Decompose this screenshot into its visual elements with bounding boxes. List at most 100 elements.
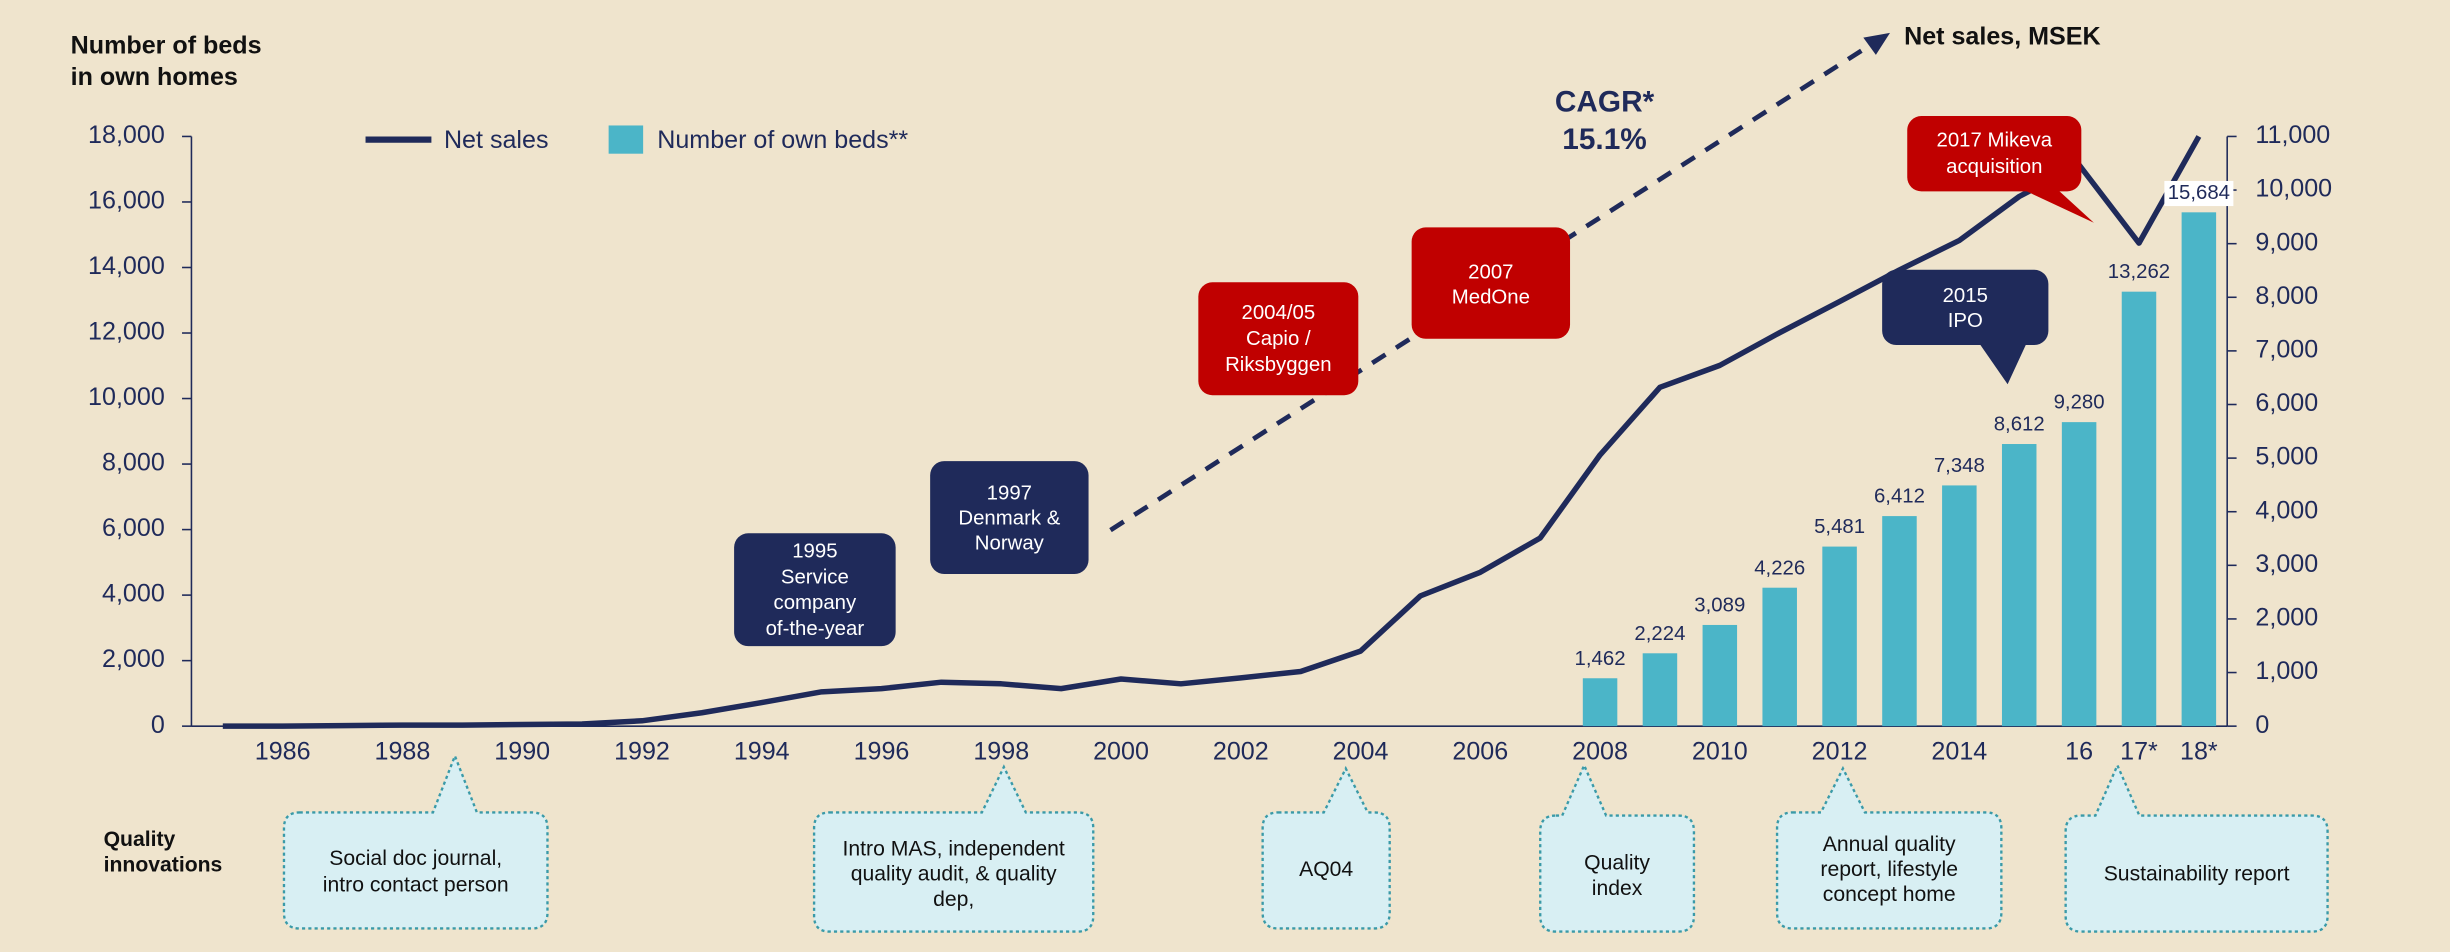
x-tick-label: 1992 (614, 737, 670, 765)
x-tick-label: 2014 (1931, 737, 1987, 765)
value-label: 9,280 (2054, 392, 2105, 414)
callout-text: MedOne (1452, 286, 1530, 308)
x-tick-label: 2010 (1692, 737, 1748, 765)
callout-text: 2004/05 (1241, 302, 1315, 324)
y-tick-label: 0 (151, 711, 165, 739)
callout-text: of-the-year (766, 618, 865, 640)
callout-text: 2007 (1468, 261, 1513, 283)
cagr-arrow (1863, 32, 1890, 55)
y-tick-label: 2,000 (102, 645, 165, 673)
y-tick-label: 8,000 (102, 449, 165, 477)
value-label: 2,224 (1634, 623, 1685, 645)
quality-title: Quality (104, 828, 176, 851)
bar (1942, 485, 1977, 727)
quality-text: Annual quality (1823, 833, 1956, 856)
quality-text: quality audit, & quality (851, 863, 1057, 886)
callout-text: Service (781, 566, 849, 588)
y2-tick-label: 6,000 (2255, 389, 2318, 417)
quality-text: Sustainability report (2104, 863, 2290, 886)
line (222, 135, 2202, 729)
cagr-trend (1109, 43, 1871, 533)
legend-label: Net sales (444, 126, 549, 154)
x-tick-label: 2006 (1452, 737, 1508, 765)
x-tick-label: 16 (2065, 737, 2093, 765)
x-tick-label: 2004 (1333, 737, 1389, 765)
callout-text: IPO (1948, 310, 1983, 332)
bar (1582, 678, 1618, 727)
bar (1702, 624, 1738, 727)
callout-text: 1995 (792, 540, 837, 562)
y-tick-label: 14,000 (88, 252, 165, 280)
value-label: 3,089 (1694, 595, 1745, 617)
y2-tick-label: 9,000 (2255, 228, 2318, 256)
y-tick-label: 18,000 (88, 121, 165, 149)
y-axis-title: in own homes (71, 63, 238, 91)
x-tick-label: 1998 (973, 737, 1029, 765)
quality-text: Intro MAS, independent (843, 838, 1065, 861)
value-label: 1,462 (1575, 648, 1626, 670)
y-tick-label: 12,000 (88, 318, 165, 346)
y2-tick-label: 4,000 (2255, 496, 2318, 524)
callout-text: 2017 Mikeva (1937, 130, 2053, 152)
callout-box (1411, 227, 1571, 339)
y2-axis-title: Net sales, MSEK (1904, 22, 2101, 50)
value-label: 6,412 (1874, 486, 1925, 508)
legend-swatch (608, 125, 644, 154)
y2-tick-label: 8,000 (2255, 282, 2318, 310)
y-tick-label: 16,000 (88, 187, 165, 215)
bar (2061, 422, 2097, 727)
quality-text: concept home (1823, 883, 1956, 906)
quality-text: intro contact person (323, 874, 509, 897)
callout-tail (1979, 343, 2027, 385)
value-label: 15,684 (2168, 182, 2230, 204)
bar (2001, 444, 2037, 727)
callout-text: acquisition (1946, 156, 2042, 178)
y2-tick-label: 1,000 (2255, 657, 2318, 685)
quality-title: innovations (104, 853, 223, 876)
x-tick-label: 17* (2120, 737, 2158, 765)
callout-text: Riksbyggen (1225, 354, 1331, 376)
x-tick-label: 1988 (375, 737, 431, 765)
quality-text: AQ04 (1299, 858, 1353, 881)
value-label: 7,348 (1934, 455, 1985, 477)
y2-tick-label: 7,000 (2255, 336, 2318, 364)
callout-text: Norway (975, 533, 1045, 555)
bar (1762, 587, 1797, 727)
x-tick-label: 1990 (494, 737, 550, 765)
value-label: 8,612 (1994, 414, 2045, 436)
callout-box (734, 533, 896, 647)
callout-box (1198, 282, 1359, 396)
value-label: 4,226 (1754, 557, 1805, 579)
cagr-label: 15.1% (1562, 123, 1646, 156)
y2-tick-label: 0 (2255, 711, 2269, 739)
quality-box (2064, 762, 2329, 933)
x-tick-label: 2008 (1572, 737, 1628, 765)
x-tick-label: 2002 (1213, 737, 1269, 765)
y-tick-label: 10,000 (88, 383, 165, 411)
quality-text: Social doc journal, (329, 847, 502, 870)
y-tick-label: 4,000 (102, 580, 165, 608)
cagr-label: CAGR* (1555, 85, 1655, 118)
x-tick-label: 1996 (854, 737, 910, 765)
value-label: 13,262 (2108, 261, 2170, 283)
x-tick-label: 1986 (255, 737, 311, 765)
x-tick-label: 18* (2180, 737, 2218, 765)
callout-text: 2015 (1943, 285, 1988, 307)
bar (1642, 653, 1678, 727)
y2-tick-label: 10,000 (2255, 175, 2332, 203)
y2-tick-label: 11,000 (2255, 121, 2330, 149)
y-axis-title: Number of beds (71, 32, 262, 60)
x-tick-label: 1994 (734, 737, 790, 765)
bar (1882, 516, 1917, 727)
bar (1822, 546, 1857, 727)
quality-text: index (1592, 877, 1643, 900)
legend-label: Number of own beds** (657, 126, 908, 154)
callout-box (1882, 269, 2049, 346)
callout-text: Denmark & (958, 508, 1060, 530)
callout-text: 1997 (987, 482, 1032, 504)
quality-box (812, 764, 1095, 933)
quality-box (1539, 762, 1696, 933)
x-tick-label: 2000 (1093, 737, 1149, 765)
